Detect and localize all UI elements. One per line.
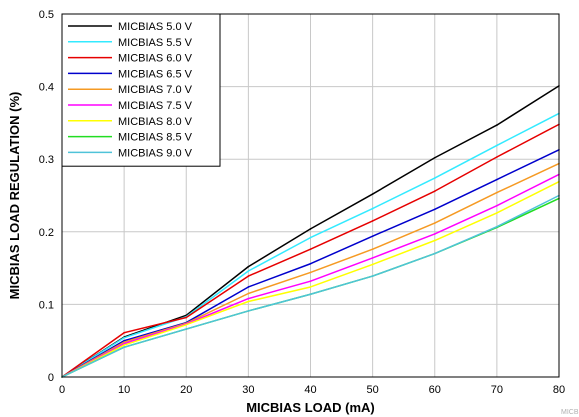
data-point-s3-p6 bbox=[433, 208, 436, 211]
data-point-s6-p5 bbox=[371, 263, 374, 266]
data-point-s5-p1 bbox=[123, 342, 125, 345]
data-point-s0-p3 bbox=[247, 265, 250, 268]
data-point-s8-p5 bbox=[371, 275, 374, 277]
legend-label-6: MICBIAS 8.0 V bbox=[118, 116, 193, 128]
x-tick-label-60: 60 bbox=[429, 384, 441, 396]
data-point-s8-p7 bbox=[496, 225, 498, 228]
data-point-s8-p2 bbox=[185, 328, 188, 330]
x-tick-label-20: 20 bbox=[180, 384, 192, 396]
data-point-s5-p4 bbox=[309, 280, 312, 282]
x-tick-label-40: 40 bbox=[304, 384, 316, 396]
data-point-s8-p6 bbox=[433, 252, 436, 255]
data-point-s2-p6 bbox=[433, 190, 436, 192]
data-point-s2-p4 bbox=[309, 248, 312, 251]
legend-label-3: MICBIAS 6.5 V bbox=[118, 68, 193, 80]
legend-label-7: MICBIAS 8.5 V bbox=[118, 132, 193, 144]
legend-label-8: MICBIAS 9.0 V bbox=[118, 147, 193, 159]
data-point-s2-p5 bbox=[371, 220, 374, 222]
data-point-s4-p1 bbox=[123, 341, 125, 343]
legend: MICBIAS 5.0 V MICBIAS 5.5 V MICBIAS 6.0 V M… bbox=[61, 13, 221, 167]
data-point-s6-p3 bbox=[247, 300, 250, 303]
data-point-s6-p6 bbox=[433, 239, 436, 242]
series-lines bbox=[61, 85, 560, 378]
plot-frame bbox=[61, 13, 560, 378]
y-tick-labels: 0 0.1 0.2 0.3 0.4 0.5 bbox=[39, 9, 54, 384]
legend-label-2: MICBIAS 6.0 V bbox=[118, 53, 193, 65]
y-axis-title: MICBIAS LOAD REGULATION (%) bbox=[7, 92, 22, 300]
data-point-s0-p5 bbox=[371, 193, 374, 195]
x-tick-label-0: 0 bbox=[59, 384, 65, 396]
y-tick-label-0.5: 0.5 bbox=[39, 9, 54, 21]
data-point-s8-p1 bbox=[123, 346, 125, 349]
data-point-s1-p6 bbox=[433, 177, 436, 179]
y-tick-label-0.2: 0.2 bbox=[39, 227, 54, 239]
data-point-s6-p2 bbox=[185, 323, 188, 326]
data-point-s4-p6 bbox=[433, 222, 436, 224]
data-point-s0-p4 bbox=[309, 228, 312, 230]
data-point-s1-p3 bbox=[247, 270, 250, 272]
legend-label-5: MICBIAS 7.5 V bbox=[118, 100, 193, 112]
data-point-s3-p1 bbox=[123, 339, 125, 342]
data-point-s5-p7 bbox=[496, 204, 498, 207]
data-point-s6-p7 bbox=[496, 212, 498, 214]
data-point-s5-p3 bbox=[247, 297, 250, 300]
data-point-s3-p4 bbox=[309, 262, 312, 265]
data-point-s2-p1 bbox=[123, 331, 125, 334]
legend-label-1: MICBIAS 5.5 V bbox=[118, 37, 193, 49]
x-tick-label-10: 10 bbox=[118, 384, 130, 396]
data-point-s1-p4 bbox=[309, 236, 312, 239]
data-point-s6-p1 bbox=[123, 344, 125, 346]
data-point-s1-p1 bbox=[123, 336, 125, 339]
watermark-text: MICB bbox=[561, 409, 579, 416]
data-point-s0-p7 bbox=[496, 124, 498, 126]
data-point-s4-p4 bbox=[309, 271, 312, 274]
y-tick-label-0.1: 0.1 bbox=[39, 299, 54, 311]
y-tick-label-0.3: 0.3 bbox=[39, 154, 54, 166]
data-point-s8-p4 bbox=[309, 293, 312, 296]
x-axis-title: MICBIAS LOAD (mA) bbox=[246, 400, 375, 415]
data-point-s2-p3 bbox=[247, 275, 250, 277]
data-point-s8-p3 bbox=[247, 310, 250, 312]
data-point-s4-p3 bbox=[247, 292, 250, 295]
data-point-s3-p7 bbox=[496, 178, 498, 181]
data-point-s4-p7 bbox=[496, 191, 498, 194]
data-point-s5-p5 bbox=[371, 257, 374, 259]
data-point-s3-p5 bbox=[371, 235, 374, 237]
y-tick-label-0.4: 0.4 bbox=[39, 82, 54, 94]
data-point-s0-p6 bbox=[433, 156, 436, 159]
data-point-s6-p4 bbox=[309, 286, 312, 288]
data-point-s1-p5 bbox=[371, 207, 374, 210]
data-point-s2-p2 bbox=[185, 316, 188, 319]
x-tick-label-80: 80 bbox=[553, 384, 565, 396]
y-tick-label-0: 0 bbox=[48, 372, 54, 384]
data-point-s3-p3 bbox=[247, 286, 250, 288]
legend-box bbox=[61, 13, 221, 167]
x-tick-label-50: 50 bbox=[367, 384, 379, 396]
data-point-s1-p7 bbox=[496, 144, 498, 147]
x-tick-label-30: 30 bbox=[242, 384, 254, 396]
legend-label-0: MICBIAS 5.0 V bbox=[118, 21, 193, 33]
legend-label-4: MICBIAS 7.0 V bbox=[118, 84, 193, 96]
data-point-s5-p6 bbox=[433, 233, 436, 235]
data-point-s2-p7 bbox=[496, 156, 498, 158]
x-tick-labels: 0 10 20 30 40 50 60 70 80 bbox=[59, 384, 565, 396]
data-point-s4-p5 bbox=[371, 248, 374, 251]
x-tick-label-70: 70 bbox=[491, 384, 503, 396]
